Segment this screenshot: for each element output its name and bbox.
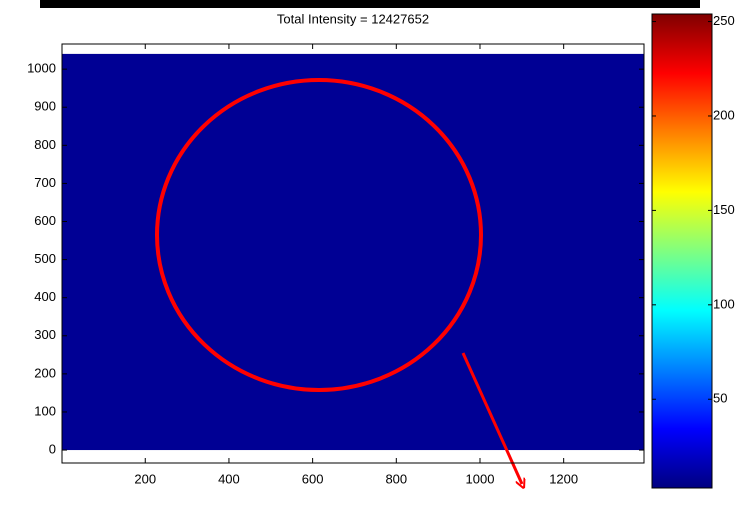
x-tick-label: 800 bbox=[385, 471, 407, 486]
x-tick-label: 200 bbox=[134, 471, 156, 486]
image-cell bbox=[62, 54, 644, 450]
y-tick-label: 1000 bbox=[27, 61, 56, 76]
colorbar-tick-label: 200 bbox=[713, 107, 735, 122]
colorbar-tick-label: 250 bbox=[713, 13, 735, 28]
y-tick-label: 100 bbox=[34, 403, 56, 418]
y-tick-label: 400 bbox=[34, 289, 56, 304]
y-tick-label: 800 bbox=[34, 137, 56, 152]
y-tick-label: 500 bbox=[34, 251, 56, 266]
y-tick-label: 900 bbox=[34, 99, 56, 114]
chart-title: Total Intensity = 12427652 bbox=[277, 11, 429, 26]
y-tick-label: 600 bbox=[34, 213, 56, 228]
x-tick-label: 600 bbox=[302, 471, 324, 486]
x-tick-label: 1200 bbox=[549, 471, 578, 486]
y-tick-label: 700 bbox=[34, 175, 56, 190]
crop-bar bbox=[40, 0, 700, 8]
colorbar-tick-label: 150 bbox=[713, 202, 735, 217]
chart: Total Intensity = 12427652 200 400 600 800 1… bbox=[0, 0, 742, 511]
colorbar bbox=[652, 14, 712, 488]
x-tick-label: 400 bbox=[218, 471, 240, 486]
y-tick-label: 300 bbox=[34, 327, 56, 342]
y-tick-label: 200 bbox=[34, 365, 56, 380]
x-tick-label: 1000 bbox=[466, 471, 495, 486]
y-tick-label: 0 bbox=[49, 441, 56, 456]
colorbar-tick-label: 50 bbox=[713, 391, 727, 406]
colorbar-tick-label: 100 bbox=[713, 296, 735, 311]
